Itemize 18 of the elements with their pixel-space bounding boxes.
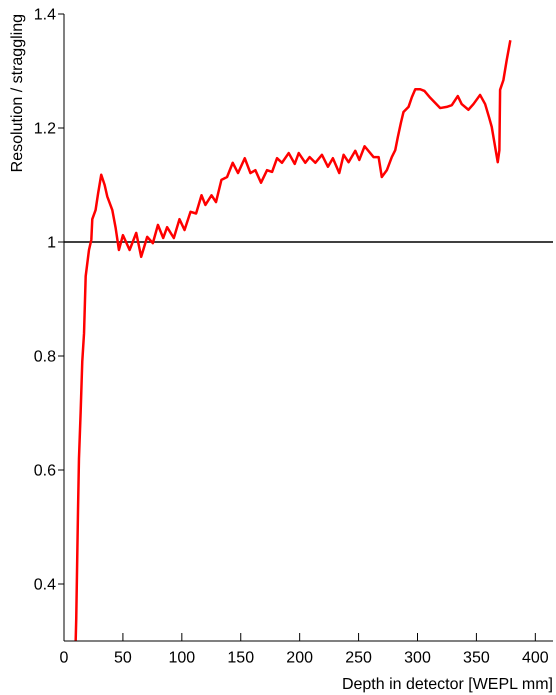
y-tick-label: 0.4	[34, 576, 56, 594]
x-tick-label: 350	[463, 649, 490, 666]
line-series	[74, 38, 512, 641]
x-axis-title: Depth in detector [WEPL mm]	[342, 676, 553, 693]
x-tick-label: 400	[522, 649, 549, 666]
y-tick-label: 1.2	[34, 120, 56, 138]
y-axis-title: Resolution / straggling	[9, 14, 26, 172]
y-tick-label: 1.4	[34, 6, 56, 24]
x-tick-label: 50	[114, 649, 132, 666]
y-tick-label: 0.8	[34, 348, 56, 366]
x-tick-label: 100	[168, 649, 196, 666]
y-tick-label: 0.6	[34, 462, 56, 480]
x-tick-label: 250	[345, 649, 372, 666]
x-tick-label: 200	[286, 649, 314, 666]
y-tick-label: 1	[47, 234, 56, 252]
x-tick-label: 150	[227, 649, 254, 666]
x-tick-label: 300	[404, 649, 431, 666]
x-tick-label: 0	[60, 649, 69, 666]
